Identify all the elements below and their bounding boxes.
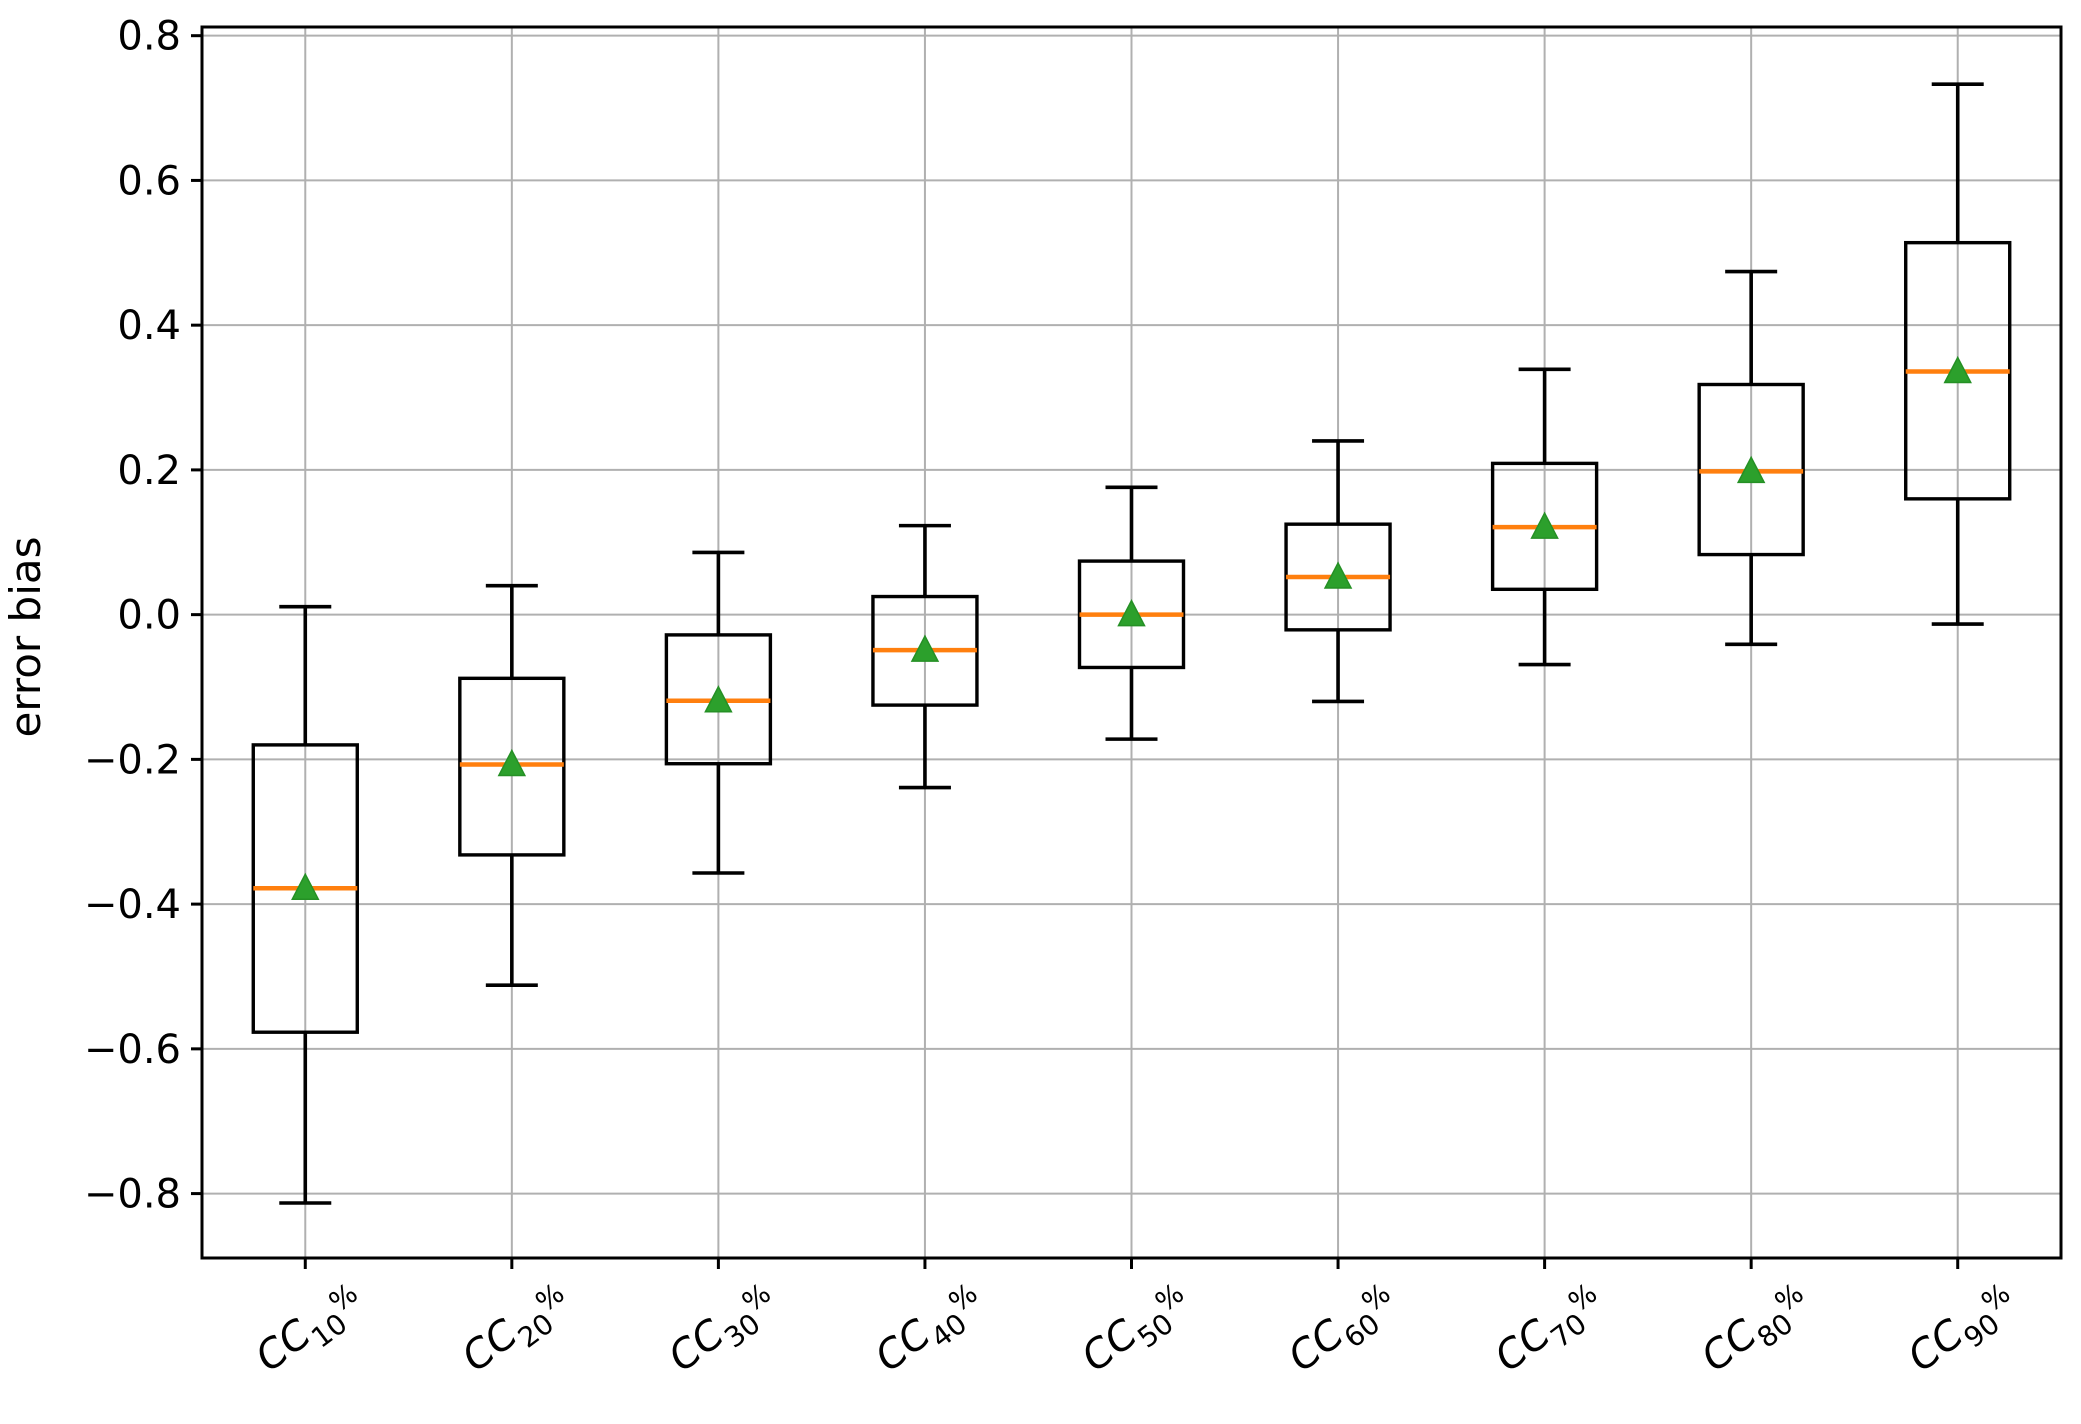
mean-marker [497, 748, 527, 777]
mean-marker [910, 634, 940, 662]
mean-marker [704, 685, 733, 713]
y-tick-label: 0.0 [117, 593, 181, 639]
mean-marker [1530, 511, 1559, 539]
mean-marker [291, 872, 320, 900]
y-tick-label: 0.8 [117, 14, 181, 60]
y-tick-label: −0.8 [84, 1172, 181, 1218]
y-tick-label: −0.2 [84, 737, 181, 783]
mean-marker [1323, 561, 1353, 589]
mean-marker [1117, 599, 1146, 627]
mean-marker [1736, 455, 1766, 484]
y-tick-label: −0.6 [84, 1027, 181, 1073]
y-tick-label: −0.4 [84, 882, 181, 928]
y-tick-label: 0.2 [117, 448, 181, 494]
y-tick-label: 0.6 [117, 158, 181, 204]
y-tick-label: 0.4 [117, 303, 181, 349]
mean-marker [1943, 355, 1972, 384]
y-axis-label: error bias [1, 537, 50, 738]
